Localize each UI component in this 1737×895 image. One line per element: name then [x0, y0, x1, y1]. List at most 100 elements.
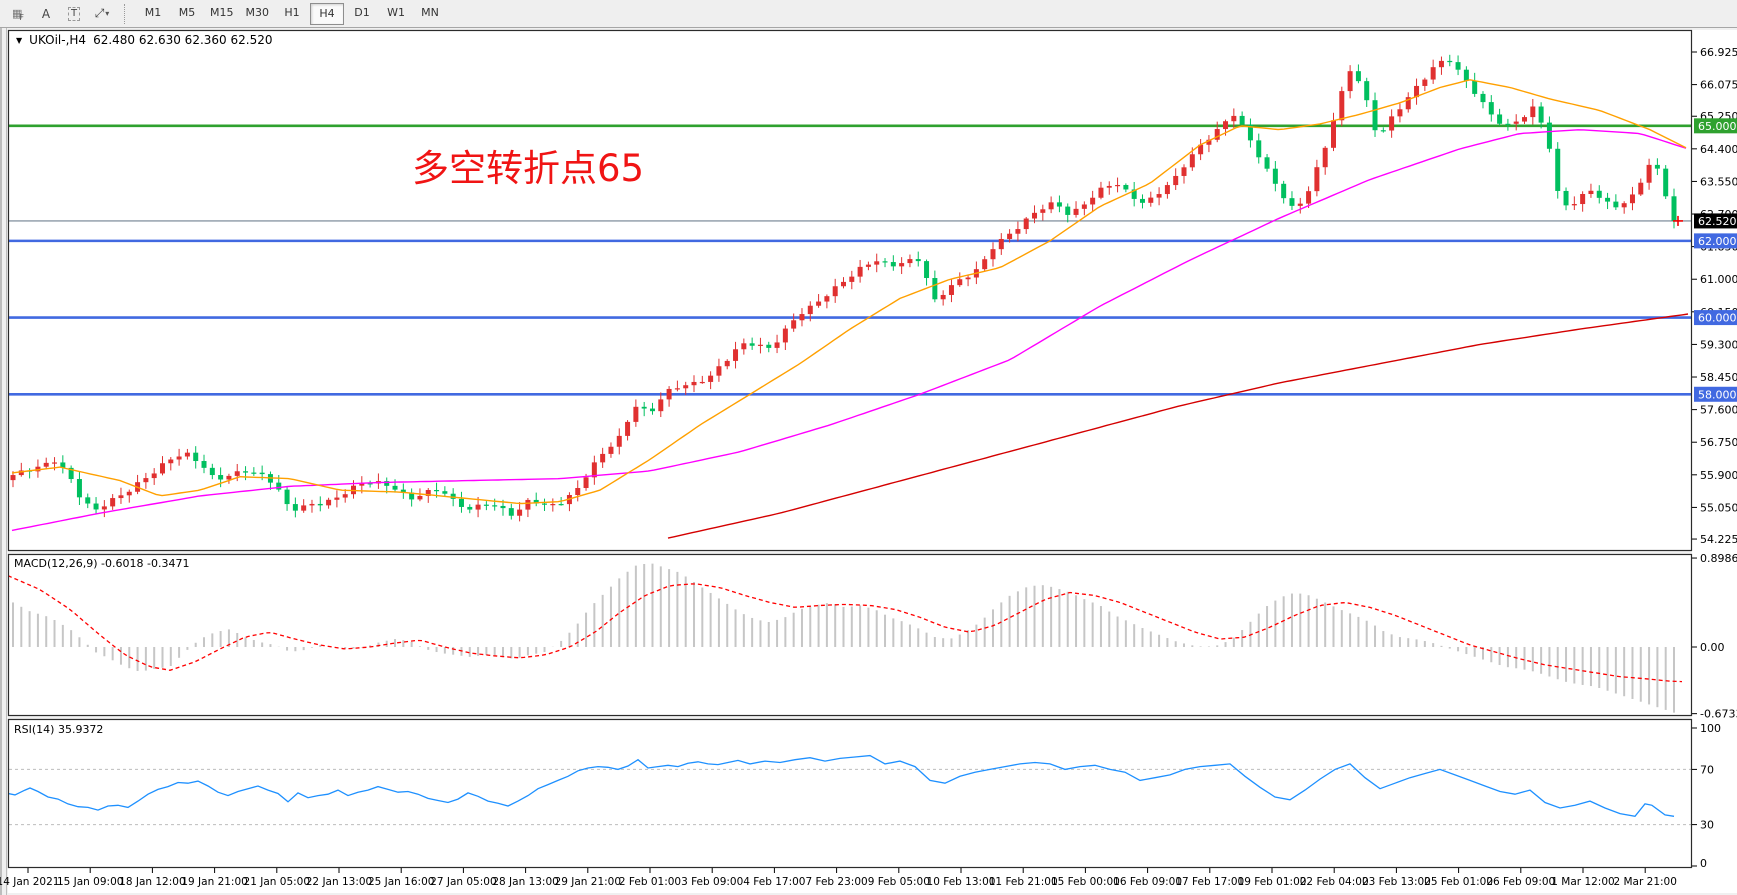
svg-text:11 Feb 21:00: 11 Feb 21:00: [989, 876, 1058, 888]
svg-text:19 Jan 21:00: 19 Jan 21:00: [181, 876, 247, 888]
svg-text:58.000: 58.000: [1698, 388, 1737, 401]
macd-layers: [9, 563, 1683, 713]
timeframe-d1-button[interactable]: D1: [354, 6, 370, 19]
candles-layer: [10, 54, 1677, 522]
last-price-marker: [1673, 215, 1683, 226]
svg-text:15 Feb 00:00: 15 Feb 00:00: [1051, 876, 1120, 888]
letter-a-icon: A: [41, 6, 51, 21]
macd-indicator-label: MACD(12,26,9) -0.6018 -0.3471: [14, 557, 190, 570]
timeframe-m5-button[interactable]: M5: [178, 6, 196, 19]
svg-text:4 Feb 17:00: 4 Feb 17:00: [743, 876, 805, 888]
svg-text:21 Jan 05:00: 21 Jan 05:00: [244, 876, 310, 888]
price-level-label: 62.000: [1694, 233, 1737, 249]
svg-text:66.925: 66.925: [1700, 46, 1737, 59]
svg-text:58.450: 58.450: [1700, 371, 1737, 384]
svg-text:14 Jan 2021: 14 Jan 2021: [0, 876, 59, 888]
main-price-pane[interactable]: [8, 30, 1692, 551]
price-level-label: 60.000: [1694, 310, 1737, 326]
toolbar-tools: ▦ F A T ⤢ ▾: [4, 3, 116, 25]
timeframe-w1-button[interactable]: W1: [387, 6, 405, 19]
svg-text:63.550: 63.550: [1700, 175, 1737, 188]
ma-slow-line: [667, 313, 1689, 539]
svg-text:3 Feb 09:00: 3 Feb 09:00: [681, 876, 743, 888]
ma-mid-line: [11, 129, 1687, 532]
rsi-line: [9, 754, 1675, 818]
svg-text:0: 0: [1700, 857, 1707, 870]
svg-text:60.000: 60.000: [1698, 312, 1737, 325]
svg-text:2 Feb 01:00: 2 Feb 01:00: [619, 876, 681, 888]
price-level-label: 65.000: [1694, 118, 1737, 134]
svg-text:65.000: 65.000: [1698, 120, 1737, 133]
svg-text:2 Mar 21:00: 2 Mar 21:00: [1613, 876, 1676, 888]
svg-text:23 Feb 13:00: 23 Feb 13:00: [1362, 876, 1431, 888]
svg-text:7 Feb 23:00: 7 Feb 23:00: [805, 876, 867, 888]
symbol-dropdown-icon[interactable]: ▼: [16, 35, 23, 45]
tool-letter-a-button[interactable]: A: [33, 3, 59, 25]
svg-text:62.000: 62.000: [1698, 235, 1737, 248]
macd-pane[interactable]: [8, 554, 1692, 716]
macd-histogram: [12, 563, 1675, 713]
tool-text-button[interactable]: T: [61, 3, 87, 25]
svg-text:1 Mar 12:00: 1 Mar 12:00: [1551, 876, 1614, 888]
rsi-pane[interactable]: [8, 719, 1692, 868]
svg-text:30: 30: [1700, 819, 1714, 832]
svg-text:55.050: 55.050: [1700, 501, 1737, 514]
grid-icon: ▦: [11, 7, 22, 20]
svg-text:70: 70: [1700, 763, 1714, 776]
svg-text:28 Jan 13:00: 28 Jan 13:00: [492, 876, 558, 888]
svg-text:-0.6733: -0.6733: [1700, 708, 1737, 721]
svg-text:66.075: 66.075: [1700, 79, 1737, 92]
price-level-label: 58.000: [1694, 386, 1737, 402]
svg-text:62.520: 62.520: [1698, 215, 1737, 228]
svg-text:17 Feb 17:00: 17 Feb 17:00: [1175, 876, 1244, 888]
svg-text:10 Feb 13:00: 10 Feb 13:00: [927, 876, 996, 888]
svg-text:57.600: 57.600: [1700, 404, 1737, 417]
svg-text:27 Jan 05:00: 27 Jan 05:00: [430, 876, 496, 888]
svg-text:100: 100: [1700, 722, 1721, 735]
rsi-layers: [9, 754, 1691, 826]
svg-text:29 Jan 21:00: 29 Jan 21:00: [555, 876, 621, 888]
ohlc-values: 62.480 62.630 62.360 62.520: [93, 33, 273, 47]
svg-text:61.000: 61.000: [1700, 273, 1737, 286]
arrows-tool-icon: ⤢: [94, 6, 105, 20]
timeframe-h4-button[interactable]: H4: [310, 2, 344, 25]
svg-text:19 Feb 01:00: 19 Feb 01:00: [1238, 876, 1307, 888]
price-level-label: 62.520: [1694, 213, 1737, 229]
tool-grid-button[interactable]: ▦ F: [5, 3, 31, 25]
timeframe-m1-button[interactable]: M1: [144, 6, 162, 19]
ma-fast-line: [11, 79, 1687, 505]
svg-text:0.00: 0.00: [1700, 641, 1725, 654]
timeframe-mn-button[interactable]: MN: [421, 6, 439, 19]
chart-title: ▼ UKOil-,H4 62.480 62.630 62.360 62.520: [16, 33, 272, 47]
timeframe-m30-button[interactable]: M30: [245, 6, 270, 19]
tool-arrows-button[interactable]: ⤢ ▾: [89, 3, 115, 25]
svg-text:25 Feb 01:00: 25 Feb 01:00: [1424, 876, 1493, 888]
grid-f-label: F: [19, 13, 24, 22]
timeframe-h1-button[interactable]: H1: [284, 6, 300, 19]
rsi-indicator-label: RSI(14) 35.9372: [14, 723, 104, 736]
timeframe-m15-button[interactable]: M15: [210, 6, 234, 19]
svg-text:56.750: 56.750: [1700, 436, 1737, 449]
main-pane-layers: [9, 54, 1691, 539]
svg-text:26 Feb 09:00: 26 Feb 09:00: [1486, 876, 1555, 888]
svg-text:18 Jan 12:00: 18 Jan 12:00: [119, 876, 185, 888]
svg-text:15 Jan 09:00: 15 Jan 09:00: [57, 876, 123, 888]
svg-text:22 Feb 04:00: 22 Feb 04:00: [1300, 876, 1369, 888]
chart-annotation-text: 多空转折点65: [412, 147, 645, 190]
svg-text:64.400: 64.400: [1700, 143, 1737, 156]
svg-text:0.8986: 0.8986: [1700, 552, 1737, 565]
svg-text:9 Feb 05:00: 9 Feb 05:00: [868, 876, 930, 888]
svg-text:25 Jan 16:00: 25 Jan 16:00: [368, 876, 434, 888]
timeframe-toolbar: M1 M5 M15 M30 H1 H4 D1 W1 MN: [136, 2, 447, 25]
svg-text:22 Jan 13:00: 22 Jan 13:00: [306, 876, 372, 888]
macd-signal-line: [9, 575, 1683, 683]
svg-text:59.300: 59.300: [1700, 338, 1737, 351]
svg-text:54.225: 54.225: [1700, 533, 1737, 546]
text-tool-icon: T: [67, 6, 81, 21]
price-axis: 66.92566.07565.25064.40063.55062.70061.8…: [1692, 46, 1737, 870]
toolbar: ▦ F A T ⤢ ▾ M1 M5 M15 M30 H1 H4 D1 W1 MN: [0, 0, 1737, 28]
dropdown-caret-icon: ▾: [105, 9, 110, 18]
